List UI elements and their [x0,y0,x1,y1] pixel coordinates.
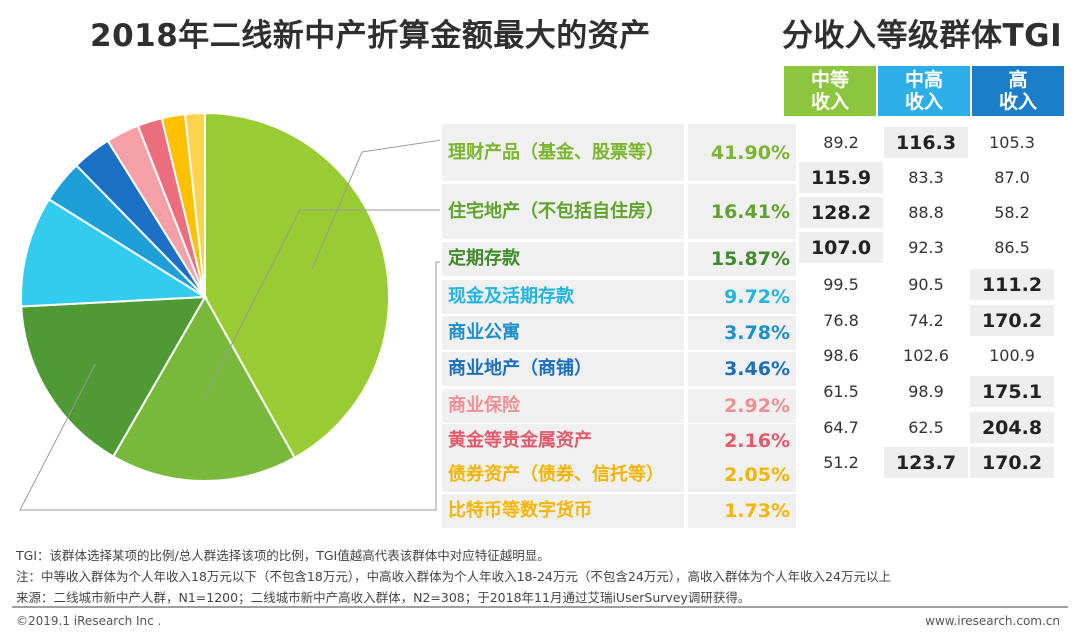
tgi-cell: 128.2 [799,197,883,228]
income-note: 注：中等收入群体为个人年收入18万元以下（不包含18万元），中高收入群体为个人年… [16,569,891,584]
legend-row: 现金及活期存款 9.72% [442,280,796,314]
legend-label: 比特币等数字货币 [442,494,684,528]
pie-slice-3 [20,295,207,458]
tgi-header: 中等 收入 [784,66,876,116]
tgi-cell: 87.0 [994,168,1030,187]
tgi-header-label: 中等 收入 [810,69,849,113]
legend-label: 商业地产（商铺） [442,352,684,386]
legend-label: 定期存款 [442,242,684,276]
legend-label: 理财产品（基金、股票等） [442,124,684,181]
tgi-cell: 102.6 [903,346,949,365]
website: www.iresearch.com.cn [925,614,1060,628]
leader-line-1 [311,139,440,270]
leader-line-3 [19,261,440,511]
tgi-cell: 98.6 [823,346,859,365]
legend-percent: 16.41% [688,184,796,239]
copyright: ©2019.1 iResearch Inc . [16,614,162,628]
legend-row: 债券资产（债券、信托等） 2.05% [442,458,796,492]
tgi-cell: 62.5 [908,418,944,437]
tgi-cell: 111.2 [970,269,1054,300]
tgi-cell: 116.3 [884,127,968,158]
legend-row: 理财产品（基金、股票等） 41.90% [442,124,796,181]
legend-percent: 15.87% [688,242,796,276]
tgi-header-label: 高 收入 [998,69,1037,113]
legend-percent: 2.16% [688,424,796,458]
legend-row: 黄金等贵金属资产 2.16% [442,424,796,458]
legend-row: 商业保险 2.92% [442,389,796,423]
tgi-cell: 175.1 [970,376,1054,407]
legend-label: 债券资产（债券、信托等） [442,458,684,492]
legend-label: 商业保险 [442,389,684,423]
tgi-cell: 100.9 [989,346,1035,365]
tgi-cell: 98.9 [908,382,944,401]
tgi-header: 中高 收入 [878,66,970,116]
source-note: 来源：二线城市新中产人群，N1=1200；二线城市新中产高收入群体，N2=308… [16,590,751,605]
legend-label: 现金及活期存款 [442,280,684,314]
tgi-cell: 58.2 [994,203,1030,222]
legend-percent: 41.90% [688,124,796,181]
pie-chart [19,111,440,511]
tgi-title: 分收入等级群体TGI [782,18,1063,54]
tgi-cell: 89.2 [823,133,859,152]
footer-divider [12,606,1068,608]
tgi-cell: 86.5 [994,238,1030,257]
chart-title: 2018年二线新中产折算金额最大的资产 [90,18,651,54]
tgi-header: 高 收入 [972,66,1064,116]
leader-line-2 [203,209,440,399]
tgi-cell: 51.2 [823,453,859,472]
tgi-cell: 76.8 [823,311,859,330]
pie-slice-4 [20,198,209,308]
tgi-cell: 74.2 [908,311,944,330]
tgi-cell: 64.7 [823,418,859,437]
tgi-cell: 170.2 [970,447,1054,478]
legend-row: 比特币等数字货币 1.73% [442,494,796,528]
legend-percent: 2.92% [688,389,796,423]
tgi-cell: 83.3 [908,168,944,187]
legend-row: 定期存款 15.87% [442,242,796,276]
legend-row: 商业公寓 3.78% [442,316,796,350]
tgi-cell: 99.5 [823,275,859,294]
tgi-cell: 61.5 [823,382,859,401]
legend-label: 住宅地产（不包括自住房） [442,184,684,239]
legend-row: 商业地产（商铺） 3.46% [442,352,796,386]
tgi-cell: 92.3 [908,238,944,257]
legend-percent: 9.72% [688,280,796,314]
tgi-cell: 204.8 [970,412,1054,443]
tgi-header-label: 中高 收入 [904,69,943,113]
legend-label: 黄金等贵金属资产 [442,424,684,458]
legend-percent: 1.73% [688,494,796,528]
tgi-cell: 170.2 [970,305,1054,336]
legend-percent: 3.46% [688,352,796,386]
legend-percent: 3.78% [688,316,796,350]
pie-slice-2 [111,294,297,482]
legend-percent: 2.05% [688,458,796,492]
tgi-cell: 107.0 [799,232,883,263]
tgi-cell: 88.8 [908,203,944,222]
pie-slice-10 [183,111,206,298]
tgi-note: TGI：该群体选择某项的比例/总人群选择该项的比例，TGI值越高代表该群体中对应… [16,548,550,563]
tgi-cell: 115.9 [799,162,883,193]
legend-row: 住宅地产（不包括自住房） 16.41% [442,184,796,239]
tgi-cell: 123.7 [884,447,968,478]
tgi-cell: 90.5 [908,275,944,294]
legend-label: 商业公寓 [442,316,684,350]
pie-slice-1 [204,111,390,460]
tgi-cell: 105.3 [989,133,1035,152]
